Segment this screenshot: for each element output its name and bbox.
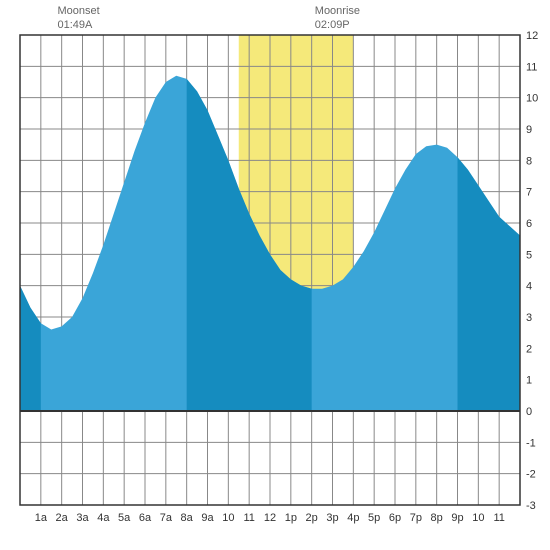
header-label: Moonrise02:09P [315,4,360,33]
x-tick-label: 1p [285,512,297,524]
header-label-title: Moonrise [315,4,360,18]
y-tick-label: 3 [526,312,532,324]
x-tick-label: 6p [389,512,401,524]
x-tick-label: 3a [76,512,89,524]
tide-chart: -3-2-101234567891011121a2a3a4a5a6a7a8a9a… [0,0,550,550]
x-tick-label: 11 [493,512,504,524]
x-tick-label: 8p [431,512,443,524]
x-tick-label: 10 [472,512,484,524]
tide-area-dark [20,286,41,411]
x-tick-label: 12 [264,512,276,524]
x-tick-label: 8a [181,512,194,524]
x-tick-label: 4a [97,512,110,524]
x-tick-label: 2p [306,512,318,524]
x-tick-label: 7p [410,512,422,524]
x-tick-label: 5a [118,512,131,524]
x-tick-label: 9p [451,512,463,524]
x-tick-label: 1a [35,512,48,524]
x-tick-label: 2a [56,512,69,524]
x-tick-label: 10 [222,512,234,524]
y-tick-label: 2 [526,343,532,355]
x-tick-label: 6a [139,512,152,524]
y-tick-label: 12 [526,30,538,42]
header-label-time: 01:49A [58,18,100,32]
y-tick-label: -3 [526,500,536,512]
tide-area-dark [458,157,521,411]
header-label: Moonset01:49A [58,4,100,33]
x-tick-label: 7a [160,512,173,524]
x-tick-label: 3p [326,512,338,524]
x-tick-label: 11 [243,512,254,524]
x-tick-label: 5p [368,512,380,524]
y-tick-label: 11 [526,61,537,73]
y-tick-label: 9 [526,124,532,136]
x-tick-label: 4p [347,512,359,524]
y-tick-label: 0 [526,406,532,418]
x-tick-label: 9a [201,512,214,524]
y-tick-label: 4 [526,281,532,293]
chart-svg: -3-2-101234567891011121a2a3a4a5a6a7a8a9a… [0,0,550,550]
y-tick-label: 8 [526,155,532,167]
y-tick-label: 7 [526,187,532,199]
y-tick-label: 6 [526,218,532,230]
y-tick-label: -2 [526,469,536,481]
header-label-time: 02:09P [315,18,360,32]
y-tick-label: 1 [526,375,532,387]
y-tick-label: 5 [526,249,532,261]
y-tick-label: 10 [526,93,538,105]
header-label-title: Moonset [58,4,100,18]
y-tick-label: -1 [526,437,536,449]
